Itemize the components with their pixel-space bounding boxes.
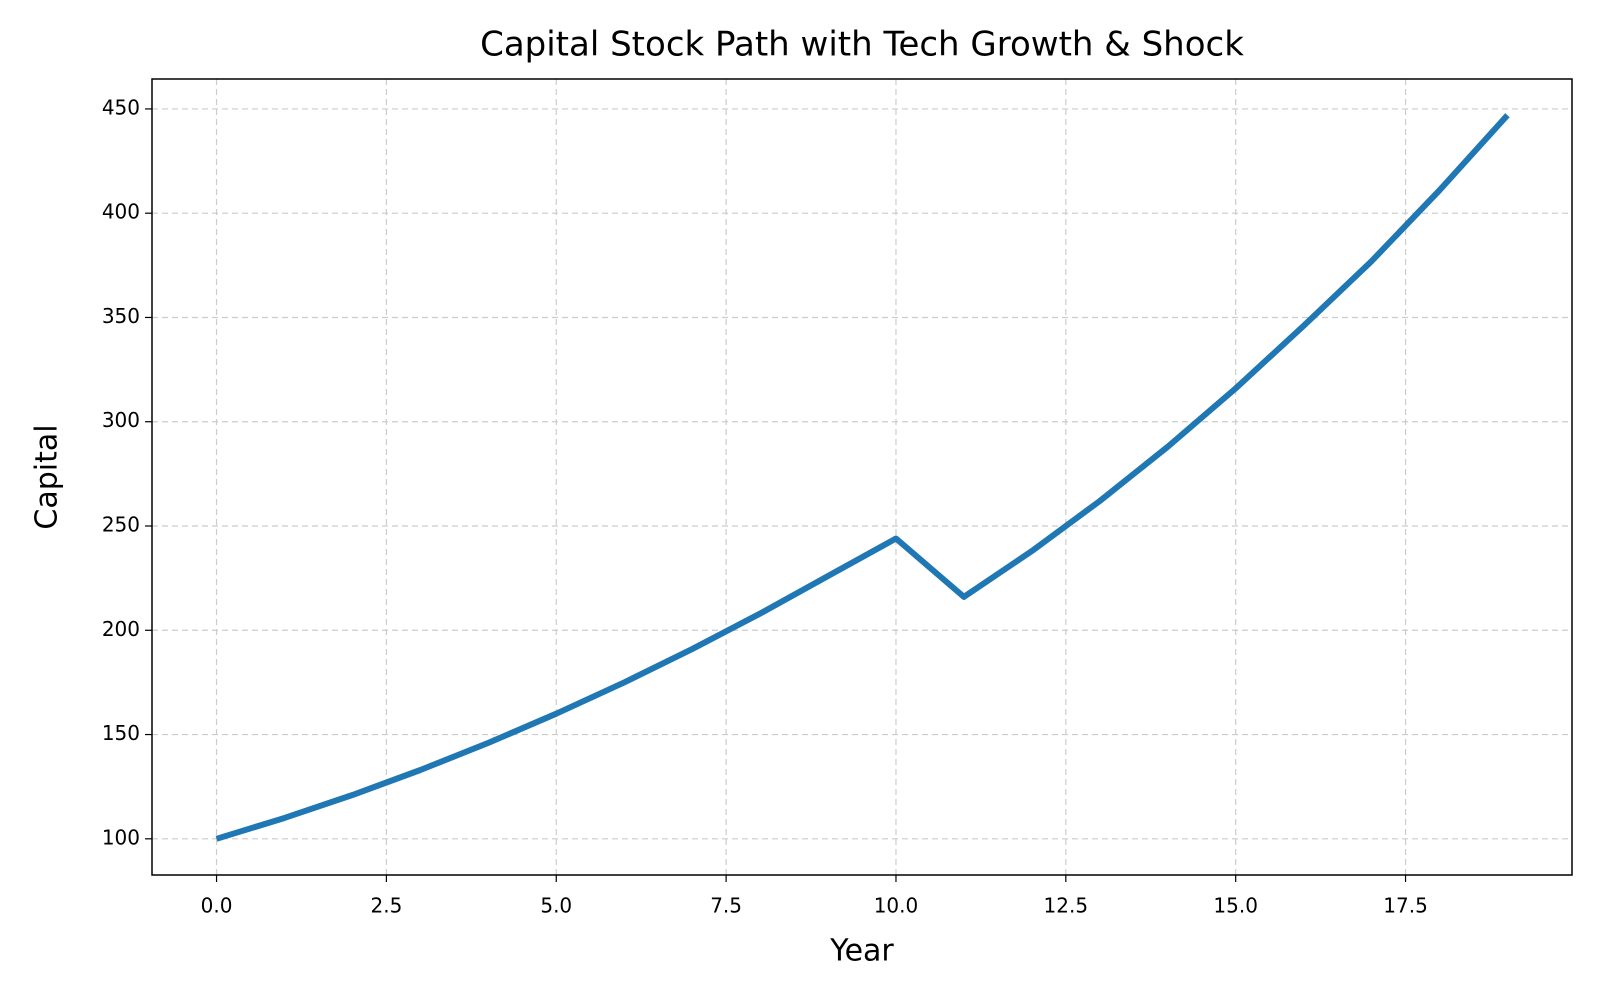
x-axis-label: Year: [829, 934, 894, 969]
x-tick-label: 5.0: [540, 894, 572, 918]
chart-title: Capital Stock Path with Tech Growth & Sh…: [480, 25, 1244, 65]
x-tick-label: 0.0: [201, 894, 233, 918]
data-line: [215, 113, 1510, 842]
y-tick-label: 450: [102, 95, 140, 119]
y-tick-label: 150: [102, 721, 140, 745]
x-tick-label: 17.5: [1383, 894, 1428, 918]
x-tick-label: 10.0: [874, 894, 919, 918]
y-axis-label: Capital: [30, 424, 65, 529]
x-tick-label: 15.0: [1213, 894, 1258, 918]
x-tick-label: 7.5: [710, 894, 742, 918]
y-tick-label: 350: [102, 304, 140, 328]
y-tick-label: 400: [102, 200, 140, 224]
y-tick-label: 250: [102, 513, 140, 537]
plot-frame: [151, 78, 1573, 876]
y-tick-label: 300: [102, 408, 140, 432]
x-tick-label: 12.5: [1044, 894, 1089, 918]
y-tick-label: 200: [102, 617, 140, 641]
y-tick-label: 100: [102, 825, 140, 849]
x-tick-label: 2.5: [370, 894, 402, 918]
